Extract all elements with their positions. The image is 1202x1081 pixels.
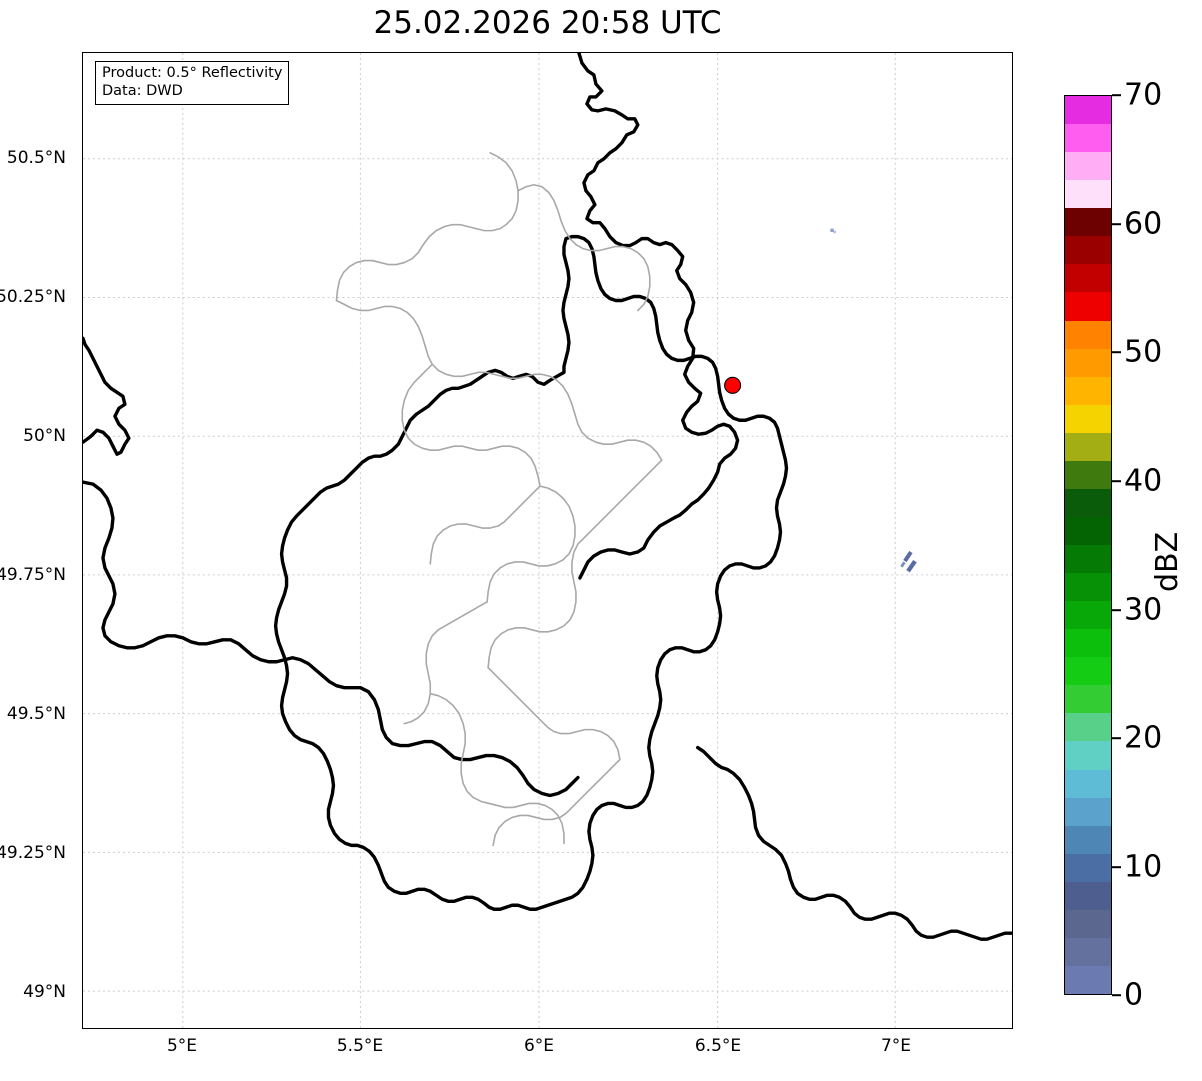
data-source-line: Data: DWD [102, 82, 183, 99]
colorbar-band-17 [1065, 573, 1111, 602]
colorbar-tick-label-40: 40 [1124, 463, 1163, 499]
radar-map-plot[interactable]: Product: 0.5° Reflectivity Data: DWD [82, 52, 1013, 1029]
y-tick-label-6: 49°N [23, 982, 66, 1002]
colorbar-tick-label-30: 30 [1124, 592, 1163, 628]
colorbar-tickmark-40 [1112, 480, 1121, 482]
radar-echo-tiny [830, 228, 836, 234]
colorbar-band-10 [1065, 376, 1111, 405]
colorbar-band-28 [1065, 881, 1111, 910]
x-tick-label-0: 5°E [166, 1036, 198, 1056]
colorbar-band-19 [1065, 629, 1111, 658]
radar-site-marker[interactable] [724, 376, 742, 394]
x-tick-label-3: 6.5°E [694, 1036, 742, 1056]
colorbar-tick-label-0: 0 [1124, 977, 1144, 1013]
colorbar-band-29 [1065, 909, 1111, 938]
colorbar-tickmark-30 [1112, 609, 1121, 611]
colorbar-band-14 [1065, 488, 1111, 517]
colorbar-band-4 [1065, 208, 1111, 237]
colorbar-band-21 [1065, 685, 1111, 714]
grid-lines [83, 53, 1012, 1028]
colorbar-band-7 [1065, 292, 1111, 321]
internal-district-borders [335, 151, 663, 847]
colorbar-band-15 [1065, 516, 1111, 545]
colorbar-band-9 [1065, 348, 1111, 377]
colorbar-band-1 [1065, 124, 1111, 153]
colorbar-tickmark-50 [1112, 351, 1121, 353]
colorbar-tick-label-50: 50 [1124, 334, 1163, 370]
colorbar-tickmark-0 [1112, 994, 1121, 996]
map-canvas [83, 53, 1012, 1028]
colorbar-band-23 [1065, 741, 1111, 770]
y-tick-label-0: 50.5°N [6, 148, 66, 168]
colorbar-band-2 [1065, 152, 1111, 181]
colorbar-tickmark-70 [1112, 94, 1121, 96]
colorbar[interactable] [1064, 95, 1112, 995]
colorbar-band-24 [1065, 769, 1111, 798]
colorbar-tick-label-60: 60 [1124, 206, 1163, 242]
colorbar-tick-label-20: 20 [1124, 720, 1163, 756]
product-line: Product: 0.5° Reflectivity [102, 65, 283, 81]
y-tick-label-3: 49.75°N [0, 565, 66, 585]
colorbar-tick-label-70: 70 [1124, 77, 1163, 113]
product-info-box: Product: 0.5° Reflectivity Data: DWD [95, 61, 290, 105]
y-tick-label-2: 50°N [23, 426, 66, 446]
y-tick-label-1: 50.25°N [0, 287, 66, 307]
colorbar-tickmark-60 [1112, 223, 1121, 225]
colorbar-band-20 [1065, 657, 1111, 686]
radar-echo-small [900, 550, 917, 573]
y-tick-label-5: 49.25°N [0, 843, 66, 863]
colorbar-tickmark-10 [1112, 866, 1121, 868]
page-title: 25.02.2026 20:58 UTC [373, 5, 722, 41]
colorbar-band-11 [1065, 404, 1111, 433]
x-tick-label-1: 5.5°E [336, 1036, 384, 1056]
colorbar-axis-label: dBZ [1150, 531, 1185, 592]
x-tick-label-2: 6°E [523, 1036, 555, 1056]
colorbar-tick-label-10: 10 [1124, 849, 1163, 885]
colorbar-band-3 [1065, 180, 1111, 209]
x-tick-label-4: 7°E [880, 1036, 912, 1056]
colorbar-tickmark-20 [1112, 737, 1121, 739]
radar-echo-layer [830, 228, 917, 573]
y-tick-label-4: 49.5°N [6, 704, 66, 724]
colorbar-band-16 [1065, 545, 1111, 574]
colorbar-band-26 [1065, 825, 1111, 854]
colorbar-band-12 [1065, 432, 1111, 461]
colorbar-band-30 [1065, 937, 1111, 966]
colorbar-band-31 [1065, 965, 1111, 994]
colorbar-band-27 [1065, 853, 1111, 882]
colorbar-band-18 [1065, 601, 1111, 630]
colorbar-band-6 [1065, 264, 1111, 293]
country-borders [83, 53, 1012, 941]
colorbar-band-8 [1065, 320, 1111, 349]
colorbar-band-25 [1065, 797, 1111, 826]
colorbar-band-22 [1065, 713, 1111, 742]
colorbar-band-5 [1065, 236, 1111, 265]
colorbar-band-13 [1065, 460, 1111, 489]
colorbar-band-0 [1065, 96, 1111, 125]
